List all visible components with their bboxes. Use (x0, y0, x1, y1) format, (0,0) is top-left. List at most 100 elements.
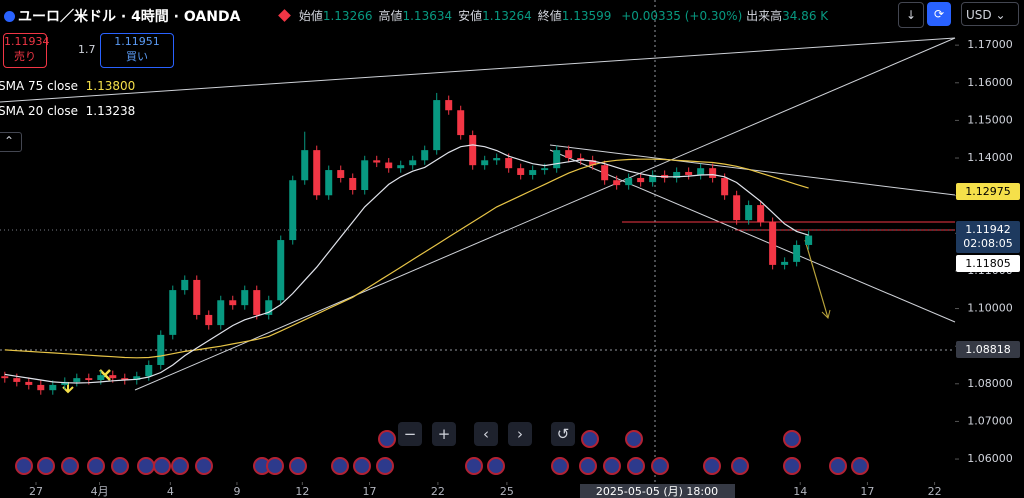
candle-body (1, 376, 9, 379)
candle-body (541, 168, 549, 171)
event-icon (87, 457, 105, 475)
zoom-out[interactable]: − (398, 422, 422, 446)
legend-sma20[interactable]: SMA 20 close 1.13238 (0, 104, 135, 118)
ohlc: 始値1.13266 高値1.13634 安値1.13264 終値1.13599 +0.… (278, 7, 828, 24)
event-icon (551, 457, 569, 475)
candle-body (13, 378, 21, 382)
event-icon (579, 457, 597, 475)
crosshair-label-bg (580, 484, 735, 498)
x-tick-label: 25 (500, 485, 514, 498)
candle-body (685, 171, 693, 175)
event-icon (153, 457, 171, 475)
x-tick-label: 17 (363, 485, 377, 498)
event-icon (783, 430, 801, 448)
collapse-legend[interactable]: ⌃ (0, 132, 22, 152)
trend-line (134, 37, 956, 391)
x-tick-label: 9 (233, 485, 240, 498)
event-icon (783, 457, 801, 475)
candle-body (361, 160, 369, 191)
candle-body (733, 195, 741, 221)
candle-body (601, 165, 609, 181)
sma-line (4, 144, 809, 384)
candle-body (745, 205, 753, 221)
candle-body (805, 235, 813, 245)
candle-body (625, 177, 633, 186)
sell-button[interactable]: 1.11934 売り (3, 33, 50, 68)
buy-button[interactable]: 1.11951 買い (100, 33, 174, 68)
scroll-right[interactable]: › (508, 422, 532, 446)
event-icon (171, 457, 189, 475)
x-tick-label: 14 (793, 485, 807, 498)
candle-body (217, 300, 225, 326)
sync-button[interactable]: ⟳ (927, 2, 951, 26)
candle-body (61, 381, 69, 385)
zoom-in[interactable]: + (432, 422, 456, 446)
candle-body (445, 100, 453, 111)
y-tick-label: 1.08000 (967, 377, 1013, 390)
candle-body (157, 334, 165, 365)
candle-body (301, 150, 309, 181)
candle-body (469, 135, 477, 166)
candle-body (121, 378, 129, 381)
candle-body (253, 290, 261, 315)
candle-body (433, 100, 441, 151)
x-tick-label: 22 (431, 485, 445, 498)
event-icon (581, 430, 599, 448)
volume-label: 出来高 (746, 9, 783, 23)
event-icon (137, 457, 155, 475)
candle-body (565, 150, 573, 159)
legend-sma75[interactable]: SMA 75 close 1.13800 (0, 79, 135, 93)
candle-body (481, 160, 489, 166)
ohlc-label: 始値 (298, 9, 323, 23)
event-icon (331, 457, 349, 475)
sell-price: 1.11934 (4, 35, 50, 48)
event-icon (266, 457, 284, 475)
scroll-left[interactable]: ‹ (474, 422, 498, 446)
candle-body (577, 158, 585, 161)
arrow (804, 239, 829, 319)
price-tag: 1.08818 (956, 341, 1020, 358)
event-icon (829, 457, 847, 475)
currency: USD (966, 8, 992, 22)
ohlc-label: 高値 (378, 9, 403, 23)
y-tick-label: 1.06000 (967, 452, 1013, 465)
x-tick-label: 4 (167, 485, 174, 498)
candle-body (757, 205, 765, 222)
candle-body (697, 168, 705, 175)
legend-value: 1.13238 (85, 104, 136, 118)
symbol-title[interactable]: ユーロ／米ドル · 4時間 · OANDA (4, 6, 240, 26)
change: +0.00335 (+0.30%) (621, 9, 743, 23)
arrow-head (821, 309, 831, 319)
ohlc-value: 1.13599 (561, 9, 612, 23)
y-tick-label: 1.16000 (967, 76, 1013, 89)
candle-body (193, 279, 201, 315)
candle-body (97, 375, 105, 381)
countdown: 02:08:05 (963, 237, 1013, 250)
price-tag: 1.11805 (956, 255, 1020, 272)
candle-body (37, 384, 45, 391)
y-tick-label: 1.15000 (967, 113, 1013, 126)
candle-body (673, 171, 681, 178)
y-tick-label: 1.14000 (967, 151, 1013, 164)
candle-body (409, 160, 417, 166)
trend-line (0, 37, 956, 103)
crosshair-label: 2025-05-05 (月) 18:00 (596, 485, 718, 498)
title: ユーロ／米ドル · 4時間 · OANDA (18, 9, 241, 25)
download-button[interactable]: ↓ (898, 2, 924, 28)
ohlc-label: 安値 (458, 9, 483, 23)
trend-line (549, 149, 956, 323)
candle-body (589, 160, 597, 166)
candle-body (793, 244, 801, 262)
currency-select[interactable]: USD ⌄ (961, 2, 1019, 26)
event-icon (111, 457, 129, 475)
candle-body (25, 381, 33, 385)
x-tick-label: 27 (29, 485, 43, 498)
candle-body (421, 150, 429, 161)
candle-body (289, 180, 297, 241)
candle-body (133, 376, 141, 381)
status-dot (278, 9, 291, 22)
candle-body (109, 375, 117, 379)
legend-name: SMA 75 close (0, 79, 78, 93)
reset[interactable]: ↺ (551, 422, 575, 446)
